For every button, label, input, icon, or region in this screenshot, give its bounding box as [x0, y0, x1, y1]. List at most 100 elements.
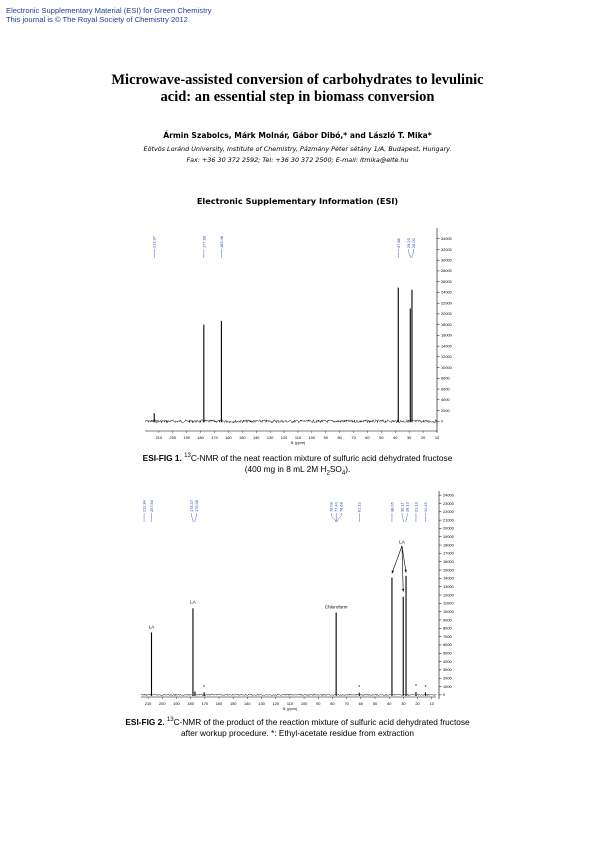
- figure1-label: ESI-FIG 1.: [142, 452, 182, 463]
- peak-label: 78.03: [329, 502, 334, 512]
- y-tick-label: 24000: [443, 492, 455, 497]
- nmr-spectrum-2: 0 1000 2000 3000 4000 5000 6000 7000 8000 9000 100…: [140, 491, 455, 711]
- baseline-noise: [144, 418, 438, 424]
- x-tick-label: 180: [197, 435, 204, 440]
- peak-label: 28.13: [405, 502, 410, 512]
- author-list: Ármin Szabolcs, Márk Molnár, Gábor Dibó,…: [163, 131, 432, 140]
- annotation-arrow: [401, 545, 407, 573]
- x-tick-label: 50: [379, 435, 384, 440]
- impurity-marker: *: [203, 685, 205, 691]
- y-tick-label: 26000: [441, 279, 453, 284]
- x-tick-label: 140: [244, 701, 251, 706]
- x-tick-label: 130: [258, 701, 265, 706]
- x-tick-label: 60: [365, 435, 370, 440]
- section-title: Electronic Supplementary Information (ES…: [196, 196, 399, 206]
- peak-label-connector: [411, 251, 414, 257]
- y-tick-label: 13000: [443, 584, 455, 589]
- peak-label: 76.68: [339, 502, 344, 512]
- peak-annotation: LA: [149, 624, 156, 629]
- y-tick-label: 34000: [441, 236, 453, 241]
- peak-label: 177.69: [201, 236, 206, 248]
- annotation-arrowhead: [404, 569, 407, 573]
- figure1-caption-part: SO: [329, 464, 342, 475]
- peak-label: 77.40: [334, 501, 339, 512]
- figure2-isotope: 13: [166, 717, 174, 723]
- annotation-arrow: [391, 545, 403, 574]
- x-tick-label: 10: [430, 701, 435, 706]
- impurity-marker: *: [358, 685, 360, 691]
- figure1-caption-sub: 4: [341, 470, 346, 477]
- peak-label-connector: [331, 515, 336, 521]
- y-tick-label: 17000: [443, 551, 455, 556]
- x-tick-label: 100: [301, 701, 308, 706]
- x-tick-label: 70: [351, 435, 356, 440]
- y-tick-label: 2000: [441, 408, 450, 413]
- x-tick-label: 120: [281, 435, 288, 440]
- y-tick-label: 18000: [443, 542, 455, 547]
- x-tick-label: 50: [373, 701, 378, 706]
- y-tick-label: 23000: [443, 501, 455, 506]
- peak-label: 37.86: [396, 238, 401, 248]
- y-tick-label: 4000: [443, 659, 452, 664]
- figure1-caption-text: C-NMR of the neat reaction mixture of su…: [190, 452, 453, 463]
- peak-label-connector: [405, 515, 408, 521]
- y-tick-label: 12000: [441, 354, 453, 359]
- peak-annotation: LA: [399, 539, 406, 544]
- y-tick-label: 16000: [441, 333, 453, 338]
- paper-title: Microwave-assisted conversion of carbohy…: [60, 72, 535, 106]
- x-tick-label: 90: [324, 435, 329, 440]
- figure1-caption-part: (400 mg in 8 mL 2M H: [244, 464, 327, 475]
- paper-title-line2: acid: an essential step in biomass conve…: [160, 89, 435, 105]
- x-tick-label: 80: [338, 435, 343, 440]
- x-tick-label: 190: [183, 435, 190, 440]
- y-tick-label: 28000: [441, 268, 453, 273]
- x-tick-label: 110: [287, 701, 294, 706]
- x-tick-label: 150: [239, 435, 246, 440]
- x-tick-label: 20: [421, 435, 426, 440]
- x-tick-label: 90: [316, 701, 321, 706]
- y-tick-label: 30000: [441, 258, 453, 263]
- affiliation: Eötvös Loránd University, Institute of C…: [143, 145, 452, 153]
- annotation-arrowhead: [391, 570, 395, 574]
- y-tick-label: 32000: [441, 247, 453, 252]
- x-tick-label: 200: [159, 701, 166, 706]
- y-tick-label: 22000: [441, 300, 453, 305]
- figure1-caption-part: ).: [345, 464, 351, 475]
- figure2-caption-line1: ESI-FIG 2. 13C-NMR of the product of the…: [60, 715, 535, 728]
- figure1-caption: ESI-FIG 1. 13C-NMR of the neat reaction …: [80, 451, 515, 480]
- figure1-caption-line1: ESI-FIG 1. 13C-NMR of the neat reaction …: [80, 451, 515, 464]
- x-tick-label: 180: [187, 701, 194, 706]
- peak-label: 28.00: [411, 237, 416, 248]
- x-tick-label: 210: [156, 435, 163, 440]
- peak-label: 207.60: [149, 499, 154, 512]
- x-tick-label: 20: [415, 701, 420, 706]
- figure2-caption-text: C-NMR of the product of the reaction mix…: [173, 716, 470, 727]
- x-axis-label: f1 (ppm): [283, 706, 298, 711]
- y-tick-label: 18000: [441, 322, 453, 327]
- figure2-caption: ESI-FIG 2. 13C-NMR of the product of the…: [60, 715, 535, 740]
- y-tick-label: 12000: [443, 592, 455, 597]
- contact-info: Fax: +36 30 372 2592; Tel: +36 30 372 25…: [186, 156, 409, 164]
- peak-label: 61.12: [357, 502, 362, 512]
- y-tick-label: 2000: [443, 676, 452, 681]
- y-tick-label: 1000: [443, 684, 452, 689]
- y-tick-label: 14000: [441, 343, 453, 348]
- y-tick-label: 9000: [443, 617, 452, 622]
- y-tick-label: 20000: [441, 311, 453, 316]
- x-tick-label: 80: [330, 701, 335, 706]
- x-tick-label: 100: [309, 435, 316, 440]
- x-tick-label: 70: [344, 701, 349, 706]
- y-tick-label: 24000: [441, 290, 453, 295]
- x-tick-label: 30: [407, 435, 412, 440]
- x-tick-label: 200: [170, 435, 177, 440]
- x-tick-label: 130: [267, 435, 274, 440]
- y-tick-label: 22000: [443, 509, 455, 514]
- x-axis-label: f1 (ppm): [291, 440, 306, 445]
- peak-label: 213.37: [152, 236, 157, 248]
- y-tick-label: 21000: [443, 517, 455, 522]
- figure1-isotope: 13: [184, 453, 191, 459]
- peak-annotation: Chloroform: [325, 604, 348, 609]
- y-tick-label: 4000: [441, 397, 450, 402]
- y-tick-label: 8000: [441, 376, 450, 381]
- figure2-caption-line2: after workup procedure. *: Ethyl-acetate…: [181, 728, 414, 739]
